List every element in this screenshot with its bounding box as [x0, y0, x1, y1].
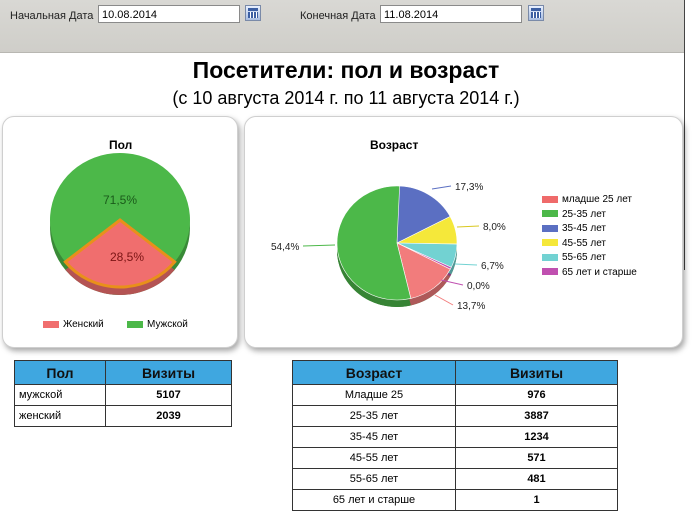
age-chart-title: Возраст	[370, 138, 419, 152]
visits-cell: 571	[455, 447, 618, 469]
age-visits-table: Возраст Визиты Младше 25 976 25-35 лет 3…	[292, 360, 618, 511]
gender-cell: мужской	[14, 384, 106, 406]
legend-label: 25-35 лет	[562, 208, 606, 220]
age-slice-label: 6,7%	[481, 261, 504, 272]
female-slice-label: 28,5%	[110, 250, 144, 264]
legend-item: младше 25 лет	[542, 194, 632, 205]
visits-cell: 5107	[105, 384, 232, 406]
age-slice	[336, 185, 412, 301]
age-slice-label: 54,4%	[271, 242, 299, 253]
legend-swatch	[542, 195, 558, 203]
end-calendar-icon[interactable]	[528, 5, 544, 21]
start-date-label: Начальная Дата	[10, 10, 94, 22]
age-cell: 45-55 лет	[292, 447, 456, 469]
legend-label: 55-65 лет	[562, 252, 606, 263]
age-slice-leader	[454, 263, 478, 266]
report-title: Посетители: пол и возраст	[192, 57, 500, 83]
visits-cell: 2039	[105, 405, 232, 427]
age-header-age: Возраст	[292, 360, 456, 385]
legend-item: Мужской	[127, 319, 188, 330]
legend-swatch	[542, 210, 558, 218]
legend-swatch	[542, 224, 558, 232]
legend-label: Мужской	[147, 319, 188, 330]
legend-item: 55-65 лет	[542, 252, 606, 263]
legend-item: 45-55 лет	[542, 238, 606, 249]
legend-label: Женский	[63, 319, 104, 330]
legend-label: 35-45 лет	[562, 223, 606, 234]
legend-label: 65 лет и старше	[562, 266, 637, 278]
visits-cell: 1	[455, 489, 618, 511]
age-cell: 55-65 лет	[292, 468, 456, 490]
legend-swatch	[542, 253, 558, 261]
legend-item: 25-35 лет	[542, 209, 606, 220]
end-date-label: Конечная Дата	[300, 10, 376, 22]
visits-cell: 481	[455, 468, 618, 490]
legend-item: 65 лет и старше	[542, 267, 637, 278]
age-slice-leader	[456, 225, 480, 228]
gender-chart-panel: Пол 71,5% 28,5% Женский Мужской	[2, 116, 238, 348]
start-calendar-icon[interactable]	[245, 5, 261, 21]
age-slice-label: 0,0%	[467, 281, 490, 292]
age-slice-leader	[440, 279, 464, 286]
age-slice-leader	[434, 294, 454, 306]
age-slice-label: 8,0%	[483, 222, 506, 233]
age-pie-chart: 17,3% 8,0% 6,7% 0,0% 13,7% 54,4%	[271, 182, 506, 312]
age-cell: 65 лет и старше	[292, 489, 456, 511]
start-date-input[interactable]: 10.08.2014	[98, 5, 240, 23]
age-cell: 25-35 лет	[292, 405, 456, 427]
age-slice	[396, 185, 451, 244]
gender-header-visits: Визиты	[105, 360, 232, 385]
age-header-visits: Визиты	[455, 360, 618, 385]
visits-cell: 1234	[455, 426, 618, 448]
gender-header-sex: Пол	[14, 360, 106, 385]
visits-cell: 976	[455, 384, 618, 406]
age-slice	[396, 242, 451, 299]
table-row: Младше 25 976	[292, 384, 618, 406]
gender-visits-table: Пол Визиты мужской 5107 женский 2039	[14, 360, 232, 427]
table-row: мужской 5107	[14, 384, 232, 406]
legend-swatch	[542, 268, 558, 276]
legend-item: Женский	[43, 319, 104, 330]
legend-item: 35-45 лет	[542, 223, 606, 234]
end-date-input[interactable]: 11.08.2014	[380, 5, 522, 23]
age-cell: Младше 25	[292, 384, 456, 406]
age-slice-leader	[431, 185, 452, 190]
date-filter-toolbar: Начальная Дата 10.08.2014 Конечная Дата …	[0, 0, 684, 53]
legend-label: младше 25 лет	[562, 194, 633, 205]
legend-swatch	[127, 320, 143, 328]
table-row: 25-35 лет 3887	[292, 405, 618, 427]
gender-pie-chart: 71,5% 28,5%	[49, 152, 190, 295]
male-slice	[49, 152, 190, 262]
visits-cell: 3887	[455, 405, 618, 427]
age-slice-leader	[302, 244, 336, 247]
table-row: 65 лет и старше 1	[292, 489, 618, 511]
age-slice-label: 13,7%	[457, 301, 485, 312]
window-edge	[684, 0, 692, 270]
age-slice-label: 17,3%	[455, 182, 483, 193]
legend-swatch	[542, 239, 558, 247]
legend-label: 45-55 лет	[562, 237, 606, 249]
report-subtitle: (с 10 августа 2014 г. по 11 августа 2014…	[172, 88, 520, 108]
age-chart-panel: Возраст 17,3% 8,0% 6,7% 0,0% 13,7% 54,4% млад…	[244, 116, 683, 348]
table-row: женский 2039	[14, 405, 232, 427]
gender-cell: женский	[14, 405, 106, 427]
male-slice-label: 71,5%	[103, 193, 137, 207]
table-row: 45-55 лет 571	[292, 447, 618, 469]
female-slice	[63, 218, 177, 289]
gender-chart-title: Пол	[109, 138, 133, 152]
legend-swatch	[43, 320, 59, 328]
table-row: 55-65 лет 481	[292, 468, 618, 490]
table-row: 35-45 лет 1234	[292, 426, 618, 448]
age-cell: 35-45 лет	[292, 426, 456, 448]
